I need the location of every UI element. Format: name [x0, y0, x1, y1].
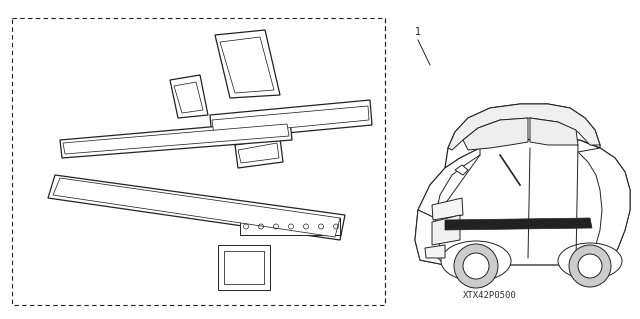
Polygon shape	[432, 198, 463, 220]
Polygon shape	[240, 218, 340, 235]
Polygon shape	[170, 75, 208, 118]
Polygon shape	[578, 148, 630, 265]
Polygon shape	[218, 245, 270, 290]
Polygon shape	[445, 218, 592, 230]
Ellipse shape	[441, 241, 511, 281]
Circle shape	[569, 245, 611, 287]
Polygon shape	[224, 251, 264, 284]
Polygon shape	[463, 118, 528, 150]
Polygon shape	[432, 215, 460, 245]
Text: XTX42P0500: XTX42P0500	[463, 291, 517, 300]
Circle shape	[578, 254, 602, 278]
Polygon shape	[212, 106, 369, 135]
Polygon shape	[215, 30, 280, 98]
Polygon shape	[174, 82, 203, 113]
Polygon shape	[425, 245, 445, 258]
Polygon shape	[53, 178, 340, 237]
Polygon shape	[448, 104, 600, 150]
Polygon shape	[63, 124, 289, 154]
Polygon shape	[530, 118, 578, 145]
Polygon shape	[418, 148, 480, 218]
Polygon shape	[415, 138, 630, 265]
Text: 1: 1	[415, 27, 421, 37]
Bar	[12, 18, 385, 305]
Circle shape	[454, 244, 498, 288]
Polygon shape	[220, 37, 274, 93]
Polygon shape	[235, 138, 283, 168]
Polygon shape	[210, 100, 372, 140]
Circle shape	[463, 253, 489, 279]
Polygon shape	[455, 165, 468, 175]
Polygon shape	[415, 210, 445, 265]
Polygon shape	[48, 175, 345, 240]
Ellipse shape	[558, 243, 622, 279]
Polygon shape	[445, 104, 600, 168]
Polygon shape	[60, 120, 292, 158]
Polygon shape	[238, 143, 279, 163]
